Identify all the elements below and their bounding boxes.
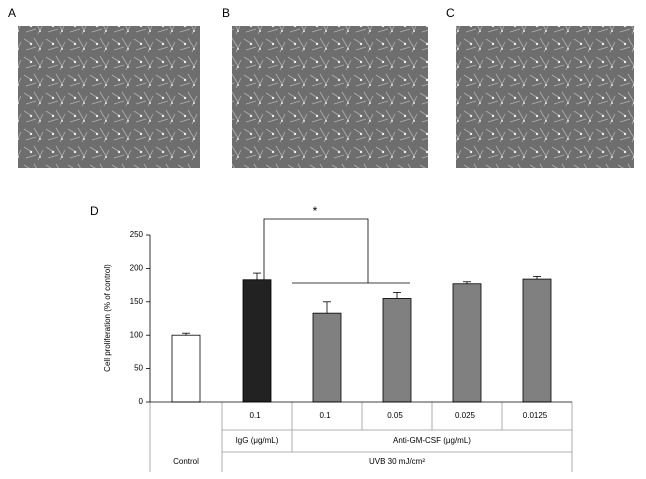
micrograph [232,26,428,168]
x-tick-label: 0.1 [319,411,331,420]
x-tick-label: 0.05 [387,411,403,420]
panel-label: B [222,6,230,20]
group-label: Control [173,457,199,466]
group-label: IgG (μg/mL) [236,436,279,445]
bar [522,278,552,403]
y-tick-label: 100 [130,330,144,339]
bar [242,279,272,403]
bar [452,283,482,403]
bar [312,312,342,403]
bracket [263,218,410,284]
bar [171,334,201,403]
y-tick-label: 250 [130,230,144,239]
panel-label: A [8,6,16,20]
table-lines [149,402,573,472]
y-tick-label: 0 [139,397,144,406]
y-tick-label: 200 [130,264,144,273]
bar [382,298,412,403]
x-tick-label: 0.1 [249,411,261,420]
micrograph [456,26,634,168]
group-label: UVB 30 mJ/cm² [369,457,425,466]
micrograph [18,26,200,168]
x-tick-label: 0.0125 [523,411,548,420]
y-tick-label: 150 [130,297,144,306]
y-axis-label: Cell proliferation (% of control) [103,264,112,372]
x-tick-label: 0.025 [455,411,476,420]
panel-label: D [90,204,99,218]
y-tick-label: 50 [134,364,143,373]
significance: * [313,204,318,218]
panel-label: C [446,6,455,20]
group-label: Anti-GM-CSF (μg/mL) [393,436,471,445]
